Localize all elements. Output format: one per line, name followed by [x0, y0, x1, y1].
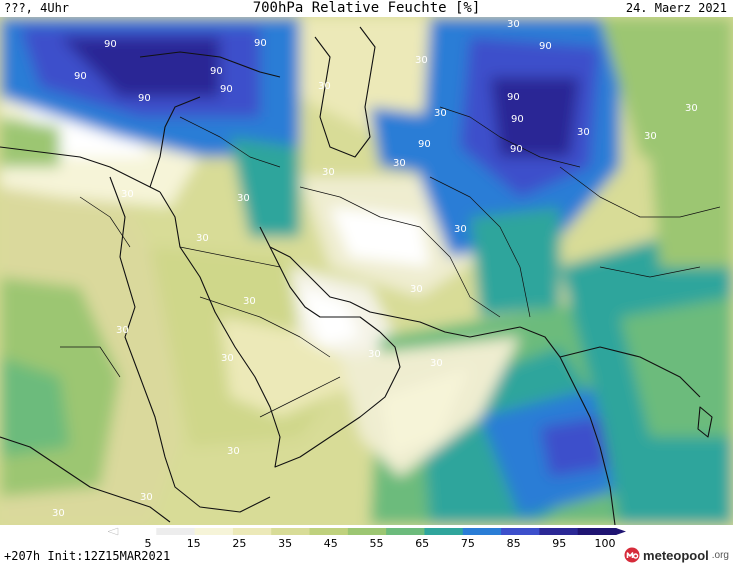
legend-tick-label: 25	[232, 537, 246, 550]
legend-tick-label: 45	[324, 537, 338, 550]
contour-label: 30	[434, 108, 447, 119]
contour-label: 30	[368, 349, 381, 360]
contour-label: 30	[454, 224, 467, 235]
legend-swatch	[424, 528, 464, 535]
contour-label: 30	[577, 127, 590, 138]
legend-tick-label: 85	[507, 537, 521, 550]
contour-label: 90	[104, 39, 117, 50]
contour-label: 30	[644, 131, 657, 142]
brand-tld: .org	[711, 549, 729, 561]
legend-swatch	[194, 528, 234, 535]
legend-tick-label: 100	[595, 537, 616, 550]
legend-swatch	[271, 528, 311, 535]
contour-label: 90	[210, 66, 223, 77]
legend-swatch	[347, 528, 387, 535]
contour-label: 90	[418, 139, 431, 150]
contour-label: 30	[116, 325, 129, 336]
legend-swatch	[539, 528, 579, 535]
legend-tick-label: 15	[187, 537, 201, 550]
legend-tick-label: 65	[415, 537, 429, 550]
run-info-label: +207h Init:12Z15MAR2021	[4, 549, 171, 563]
contour-label: 30	[415, 55, 428, 66]
legend-tick-labels: 5 15 25 35 45 55 65 75 85 95 100	[145, 537, 616, 550]
contour-label: 30	[430, 358, 443, 369]
humidity-field	[0, 17, 733, 525]
legend-tick-label: 95	[552, 537, 566, 550]
legend-swatch	[309, 528, 349, 535]
legend-swatch	[156, 528, 196, 535]
legend-tick-label: 75	[461, 537, 475, 550]
contour-label: 30	[243, 296, 256, 307]
contour-label: 30	[322, 167, 335, 178]
valid-date-label: 24. Maerz 2021	[625, 1, 727, 15]
contour-label: 90	[74, 71, 87, 82]
legend-tick-label: 35	[278, 537, 292, 550]
contour-labels: 90 90 90 90 90 90 90 90 90 90 90 30 30 3…	[52, 19, 698, 519]
contour-label: 30	[393, 158, 406, 169]
contour-label: 30	[685, 103, 698, 114]
legend-swatch	[462, 528, 502, 535]
meteopool-logo-icon	[624, 547, 640, 563]
contour-label: 30	[227, 446, 240, 457]
legend-swatch	[232, 528, 272, 535]
contour-label: 90	[254, 38, 267, 49]
contour-label: 30	[318, 81, 331, 92]
contour-label: 90	[539, 41, 552, 52]
contour-label: 30	[507, 19, 520, 30]
legend-tick-label: 5	[145, 537, 152, 550]
contour-label: 30	[237, 193, 250, 204]
legend-color-bar	[107, 527, 626, 536]
contour-label: 90	[510, 144, 523, 155]
contour-label: 30	[410, 284, 423, 295]
legend-swatch	[118, 528, 157, 535]
contour-label: 90	[220, 84, 233, 95]
map-title: 700hPa Relative Feuchte [%]	[252, 0, 481, 16]
legend-end-arrow	[616, 528, 626, 535]
coastlines-sharp	[0, 26, 721, 525]
color-legend: 5 15 25 35 45 55 65 75 85 95 100	[0, 525, 733, 566]
contour-label: 30	[221, 353, 234, 364]
contour-label: 30	[121, 189, 134, 200]
legend-swatch	[577, 528, 617, 535]
humidity-map: 90 90 90 90 90 90 90 90 90 90 90 30 30 3…	[0, 17, 733, 525]
contour-label: 30	[140, 492, 153, 503]
contour-label: 30	[196, 233, 209, 244]
brand-name: meteopool	[643, 547, 709, 563]
brand[interactable]: meteopool .org	[624, 545, 729, 565]
contour-label: 30	[52, 508, 65, 519]
legend-tick-label: 55	[370, 537, 384, 550]
contour-label: 90	[511, 114, 524, 125]
contour-label: 90	[138, 93, 151, 104]
contour-label: 90	[507, 92, 520, 103]
legend-swatch	[501, 528, 540, 535]
legend-swatch	[386, 528, 425, 535]
valid-time-label: ???, 4Uhr	[4, 1, 70, 15]
legend-start-arrow	[107, 527, 119, 536]
